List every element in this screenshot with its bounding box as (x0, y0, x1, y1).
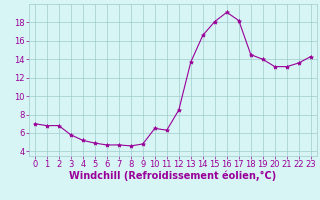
X-axis label: Windchill (Refroidissement éolien,°C): Windchill (Refroidissement éolien,°C) (69, 171, 276, 181)
